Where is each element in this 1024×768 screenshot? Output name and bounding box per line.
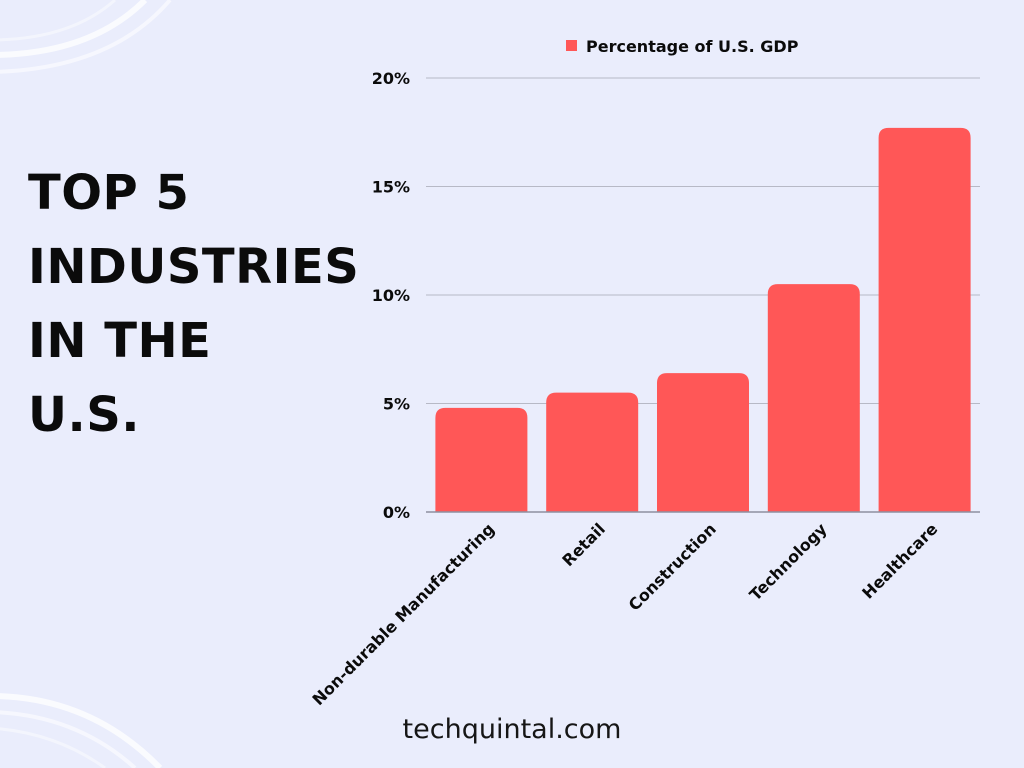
page-title-line: TOP 5 [28, 165, 190, 221]
footer-website: techquintal.com [402, 714, 622, 745]
bar [435, 407, 528, 512]
y-tick-label: 20% [372, 69, 410, 88]
y-tick-label: 15% [372, 178, 410, 197]
page-title-line: U.S. [28, 387, 141, 443]
x-tick-label: Construction [625, 519, 720, 614]
legend-swatch [566, 40, 577, 51]
page-title: TOP 5 INDUSTRIES IN THE U.S. [28, 156, 368, 452]
y-tick-label: 5% [383, 395, 410, 414]
x-tick-label: Technology [746, 519, 831, 604]
bar [546, 392, 639, 512]
legend-label: Percentage of U.S. GDP [586, 37, 799, 56]
y-tick-label: 0% [383, 503, 410, 522]
x-tick-label: Healthcare [858, 519, 941, 602]
bar [657, 373, 749, 512]
page-title-line: IN THE [28, 313, 212, 369]
bar [767, 284, 860, 512]
x-tick-label: Retail [558, 519, 609, 570]
x-tick-label: Non-durable Manufacturing [309, 519, 499, 709]
bar [878, 127, 971, 512]
page-title-line: INDUSTRIES [28, 239, 360, 295]
y-tick-label: 10% [372, 286, 410, 305]
